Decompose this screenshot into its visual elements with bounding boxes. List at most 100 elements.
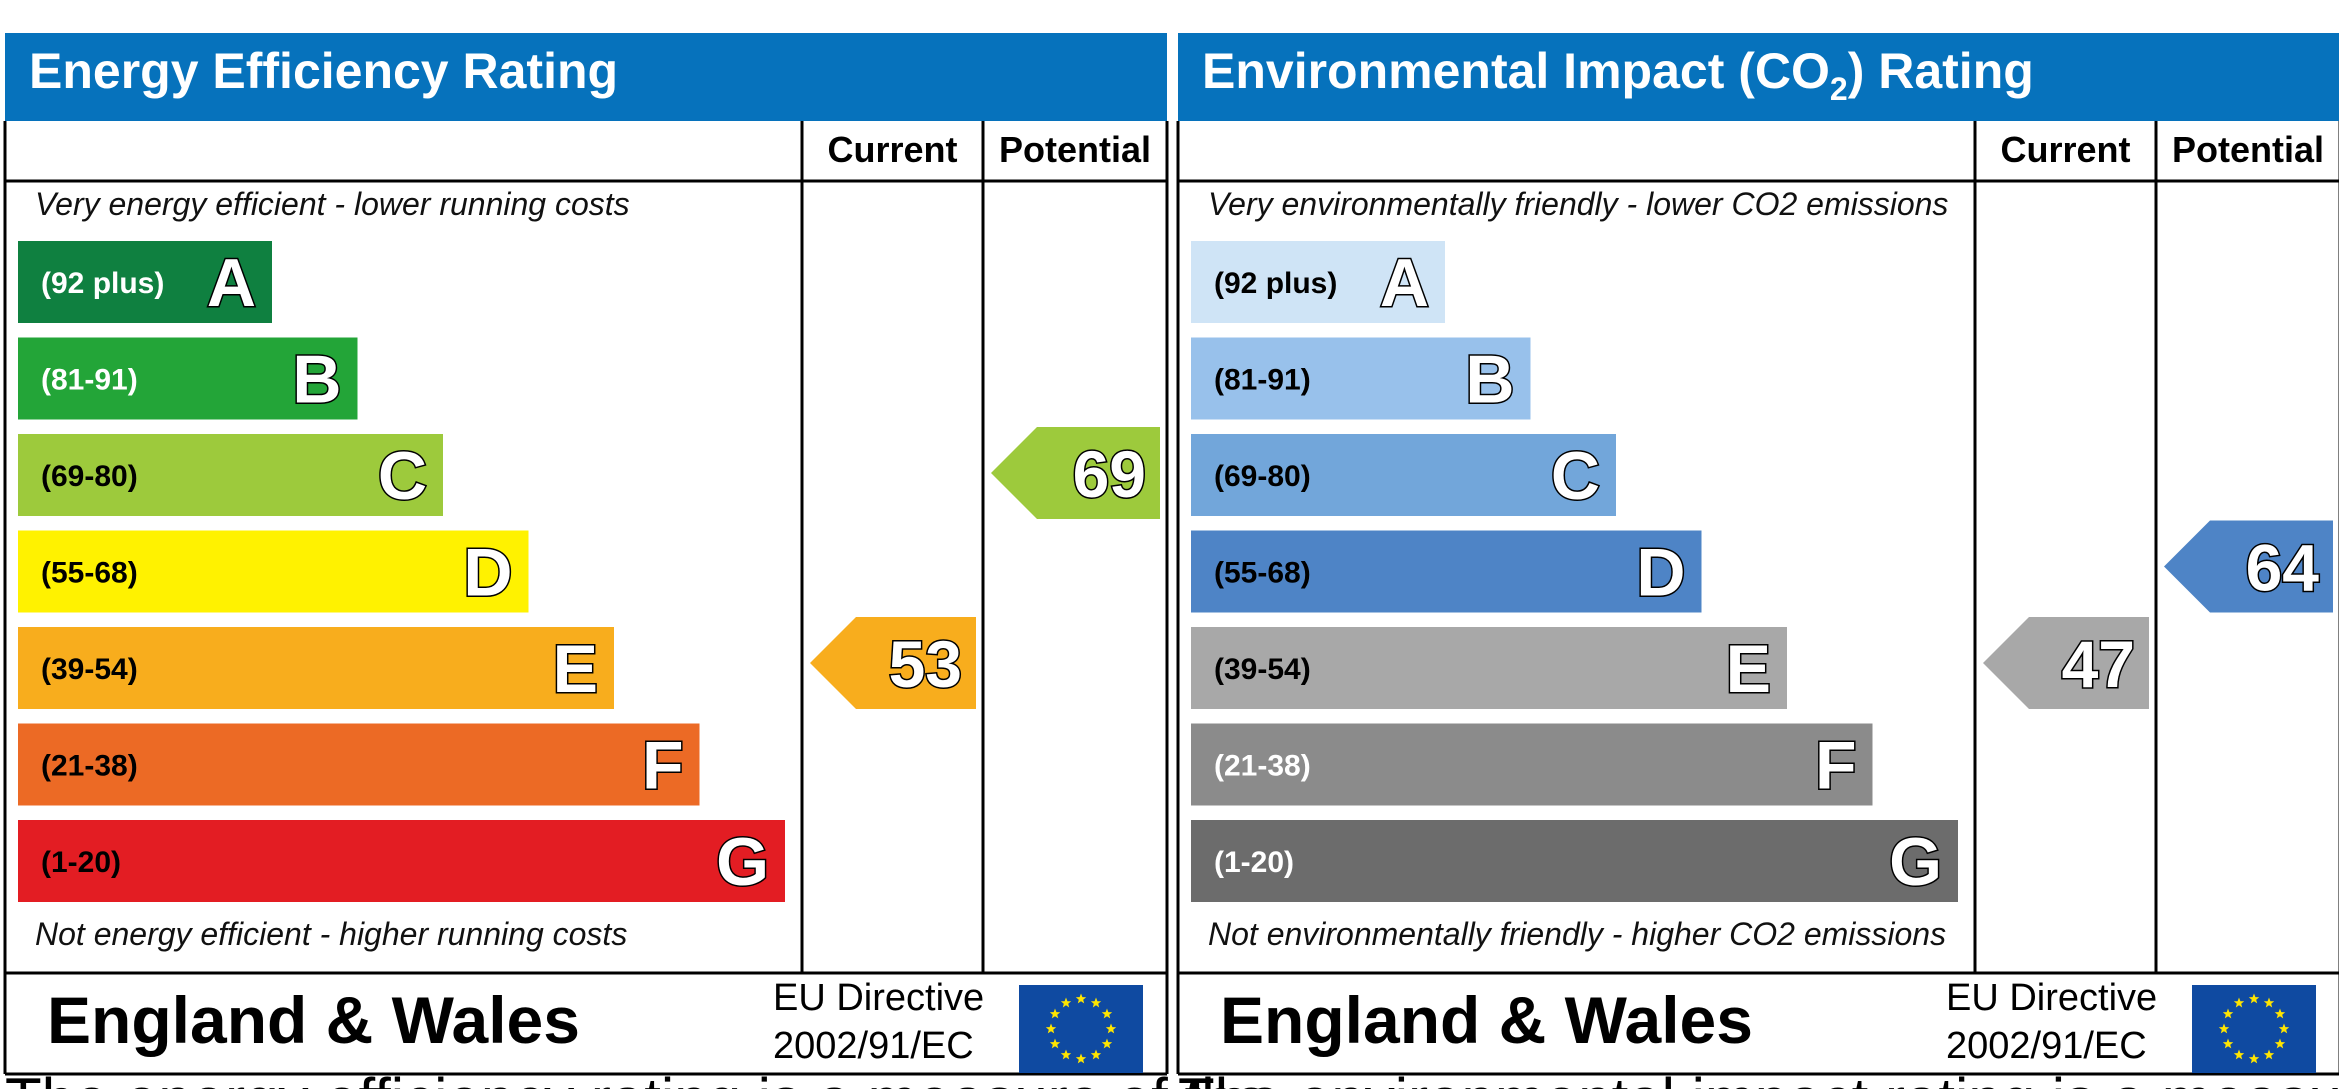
band-letter: D [1636, 535, 1685, 611]
band-range: (1-20) [41, 846, 121, 879]
eu-star-icon [2274, 1038, 2286, 1049]
current-column-header: Current [827, 129, 957, 170]
band-bar [18, 434, 443, 516]
current-rating-arrow: 53 [810, 617, 976, 709]
band-g: (1-20) G [1191, 820, 1958, 902]
band-b: (81-91) B [18, 337, 358, 420]
band-bar [1191, 434, 1616, 516]
eu-star-icon [1090, 1049, 1102, 1060]
energy-efficiency-panel: Energy Efficiency Rating Current Potential… [3, 33, 1268, 1089]
band-bar [1191, 241, 1445, 323]
eu-star-icon [1075, 1053, 1087, 1064]
band-a: (92 plus) A [1191, 241, 1445, 323]
eu-star-icon [2274, 1008, 2286, 1019]
band-bar [18, 337, 358, 420]
band-c: (69-80) C [1191, 434, 1616, 516]
band-bar [1191, 820, 1958, 902]
footer-region: England & Wales [1220, 983, 1753, 1057]
rating-caption: The energy efficiency rating is a measur… [5, 1066, 1268, 1089]
eu-star-icon [1049, 1038, 1061, 1049]
band-letter: C [378, 438, 427, 514]
eu-flag-icon [2192, 985, 2316, 1073]
potential-column-header: Potential [2172, 129, 2324, 170]
panel-title-text: Environmental Impact (CO [1202, 43, 1830, 99]
band-bar [18, 820, 785, 902]
current-rating-value: 53 [889, 627, 962, 701]
band-letter: E [553, 631, 598, 707]
eu-star-icon [2233, 1049, 2245, 1060]
directive-line-1: EU Directive [1946, 977, 2157, 1019]
current-rating-arrow: 47 [1983, 617, 2149, 709]
eu-star-icon [2218, 1023, 2230, 1034]
band-f: (21-38) F [18, 723, 700, 806]
eu-star-icon [1075, 993, 1087, 1004]
potential-column-header: Potential [999, 129, 1151, 170]
panel-title-text: Energy Efficiency Rating [29, 43, 618, 99]
band-f: (21-38) F [1191, 723, 1873, 806]
band-range: (81-91) [41, 364, 138, 397]
band-g: (1-20) G [18, 820, 785, 902]
eu-star-icon [1101, 1008, 1113, 1019]
potential-rating-arrow: 69 [991, 427, 1160, 519]
band-e: (39-54) E [1191, 627, 1787, 709]
band-letter: G [716, 824, 769, 900]
band-letter: F [1815, 728, 1857, 804]
band-letter: A [207, 245, 256, 321]
eu-star-icon [2278, 1023, 2290, 1034]
current-column-header: Current [2000, 129, 2130, 170]
note-top: Very environmentally friendly - lower CO… [1208, 186, 1948, 222]
band-range: (55-68) [41, 557, 138, 590]
band-letter: B [292, 342, 341, 418]
eu-star-icon [1101, 1038, 1113, 1049]
directive-line-2: 2002/91/EC [773, 1025, 974, 1067]
band-range: (69-80) [41, 460, 138, 493]
band-letter: E [1726, 631, 1771, 707]
eu-star-icon [2263, 997, 2275, 1008]
band-bar [1191, 337, 1531, 420]
band-range: (39-54) [41, 653, 138, 686]
band-c: (69-80) C [18, 434, 443, 516]
eu-star-icon [2248, 993, 2260, 1004]
rating-caption: The environmental impact rating is a mea… [1178, 1066, 2339, 1089]
note-bottom: Not energy efficient - higher running co… [35, 916, 627, 952]
panel-title: Environmental Impact (CO2) Rating [1202, 43, 2034, 107]
footer-region: England & Wales [47, 983, 580, 1057]
band-range: (92 plus) [41, 267, 164, 300]
band-bar [1191, 723, 1873, 806]
band-letter: C [1551, 438, 1600, 514]
potential-rating-arrow: 64 [2164, 520, 2333, 613]
band-bar [18, 530, 529, 613]
band-d: (55-68) D [1191, 530, 1702, 613]
band-letter: D [463, 535, 512, 611]
eu-star-icon [1060, 1049, 1072, 1060]
note-bottom: Not environmentally friendly - higher CO… [1208, 916, 1946, 952]
band-range: (1-20) [1214, 846, 1294, 879]
eu-star-icon [2233, 997, 2245, 1008]
band-letter: A [1380, 245, 1429, 321]
band-bar [1191, 627, 1787, 709]
eu-flag-icon [1019, 985, 1143, 1073]
band-a: (92 plus) A [18, 241, 272, 323]
band-b: (81-91) B [1191, 337, 1531, 420]
band-bar [18, 627, 614, 709]
band-bar [18, 241, 272, 323]
title-bar [1178, 33, 2339, 121]
current-rating-value: 47 [2062, 627, 2135, 701]
band-range: (92 plus) [1214, 267, 1337, 300]
band-e: (39-54) E [18, 627, 614, 709]
eu-star-icon [1049, 1008, 1061, 1019]
band-letter: B [1465, 342, 1514, 418]
band-d: (55-68) D [18, 530, 529, 613]
potential-arrow-shape [2164, 520, 2333, 613]
band-range: (21-38) [1214, 750, 1311, 783]
eu-star-icon [1045, 1023, 1057, 1034]
eu-star-icon [2222, 1038, 2234, 1049]
eu-star-icon [2263, 1049, 2275, 1060]
current-arrow-shape [810, 617, 976, 709]
band-range: (21-38) [41, 750, 138, 783]
band-bar [18, 723, 700, 806]
band-range: (55-68) [1214, 557, 1311, 590]
eu-star-icon [2222, 1008, 2234, 1019]
potential-rating-value: 69 [1073, 437, 1146, 511]
eu-star-icon [1090, 997, 1102, 1008]
